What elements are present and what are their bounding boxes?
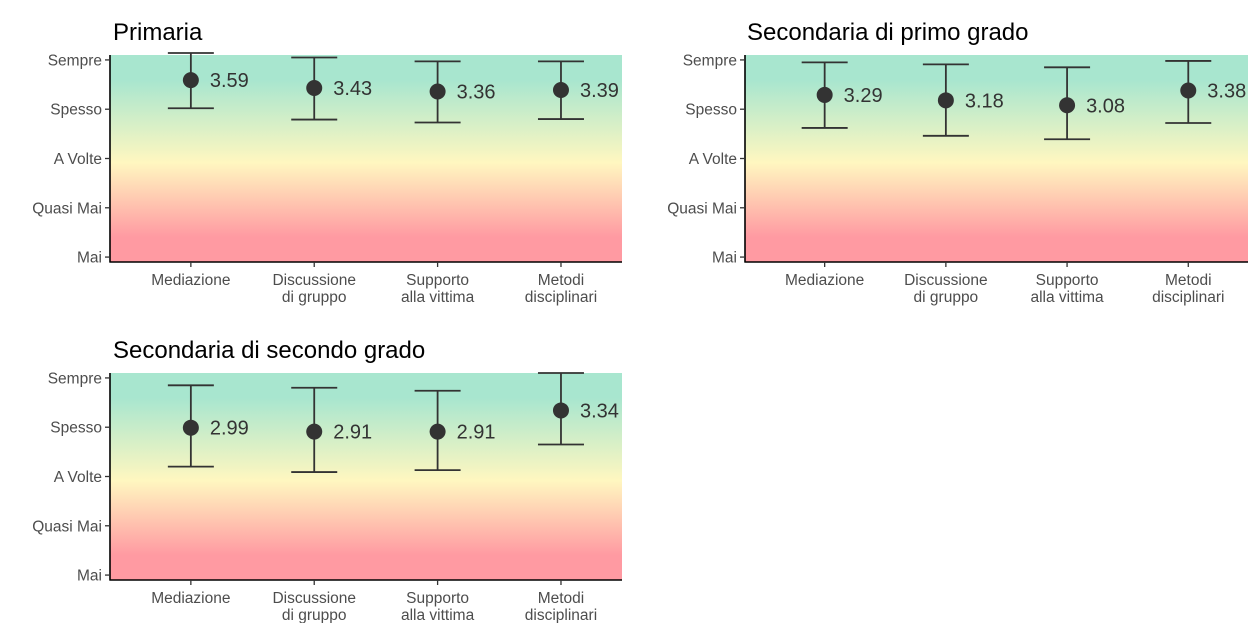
x-tick-label: Mediazione: [785, 272, 864, 289]
y-tick-label: Quasi Mai: [32, 200, 102, 217]
plot-background: [110, 55, 622, 262]
y-tick-label: A Volte: [54, 469, 102, 486]
y-tick-label: Mai: [77, 250, 102, 267]
data-label: 3.59: [210, 70, 249, 92]
y-tick-label: Mai: [77, 568, 102, 585]
plot-background: [745, 55, 1248, 262]
data-label: 3.08: [1086, 95, 1125, 117]
y-tick-label: Sempre: [48, 370, 102, 387]
chart-panel-1: Primaria Mai Quasi Mai A Volte Spesso Sempre M…: [32, 19, 622, 306]
data-point: [182, 419, 199, 436]
x-tick-label: Mediazione: [151, 590, 230, 607]
data-point: [1059, 97, 1076, 114]
data-label: 2.91: [457, 422, 496, 444]
chart-panel-2: Secondaria di primo grado Mai Quasi Mai A V…: [667, 19, 1248, 306]
data-point: [429, 83, 446, 100]
y-tick-label: A Volte: [689, 151, 737, 168]
data-point: [306, 80, 323, 97]
data-label: 3.39: [580, 80, 619, 102]
x-tick-label: Supporto alla vittima: [1030, 272, 1104, 306]
data-label: 3.18: [965, 90, 1004, 112]
data-point: [429, 423, 446, 440]
panel-title: Secondaria di secondo grado: [113, 337, 425, 364]
y-tick-label: Sempre: [48, 52, 102, 69]
y-tick-label: Spesso: [50, 420, 102, 437]
x-tick-label: Discussione di gruppo: [904, 272, 988, 306]
x-tick-label: Metodi disciplinari: [525, 590, 597, 623]
y-tick-label: Quasi Mai: [32, 518, 102, 535]
data-point: [937, 92, 954, 109]
data-label: 3.43: [333, 78, 372, 100]
data-layer: 3.29 3.18 3.08 3.38: [801, 60, 1246, 141]
data-point: [182, 72, 199, 89]
data-label: 3.36: [457, 81, 496, 103]
plot-background: [110, 373, 622, 580]
data-layer: 2.99 2.91 2.91 3.34: [167, 372, 619, 473]
x-tick-label: Mediazione: [151, 272, 230, 289]
y-tick-label: Mai: [712, 250, 737, 267]
x-tick-label: Metodi disciplinari: [525, 272, 597, 306]
data-point: [816, 86, 833, 103]
chart-panel-3: Secondaria di secondo grado Mai Quasi Mai A…: [32, 337, 622, 623]
data-label: 3.29: [844, 85, 883, 107]
data-point: [552, 402, 569, 419]
x-tick-label: Supporto alla vittima: [401, 272, 475, 306]
data-point: [1180, 82, 1197, 99]
panels-layer: Primaria Mai Quasi Mai A Volte Spesso Sempre M…: [32, 19, 1248, 623]
data-label: 2.99: [210, 418, 249, 440]
data-label: 2.91: [333, 422, 372, 444]
panel-title: Primaria: [113, 19, 203, 46]
data-point: [306, 423, 323, 440]
data-label: 3.38: [1207, 80, 1246, 102]
x-tick-label: Supporto alla vittima: [401, 590, 475, 623]
y-tick-label: A Volte: [54, 151, 102, 168]
x-tick-label: Discussione di gruppo: [272, 272, 356, 306]
y-tick-label: Spesso: [685, 102, 737, 119]
data-label: 3.34: [580, 400, 619, 422]
y-tick-label: Quasi Mai: [667, 200, 737, 217]
data-layer: 3.59 3.43 3.36 3.39: [167, 52, 619, 124]
x-tick-label: Discussione di gruppo: [272, 590, 356, 623]
y-tick-label: Sempre: [683, 52, 737, 69]
y-tick-label: Spesso: [50, 102, 102, 119]
x-tick-label: Metodi disciplinari: [1152, 272, 1224, 306]
data-point: [552, 81, 569, 98]
panel-title: Secondaria di primo grado: [747, 19, 1029, 46]
